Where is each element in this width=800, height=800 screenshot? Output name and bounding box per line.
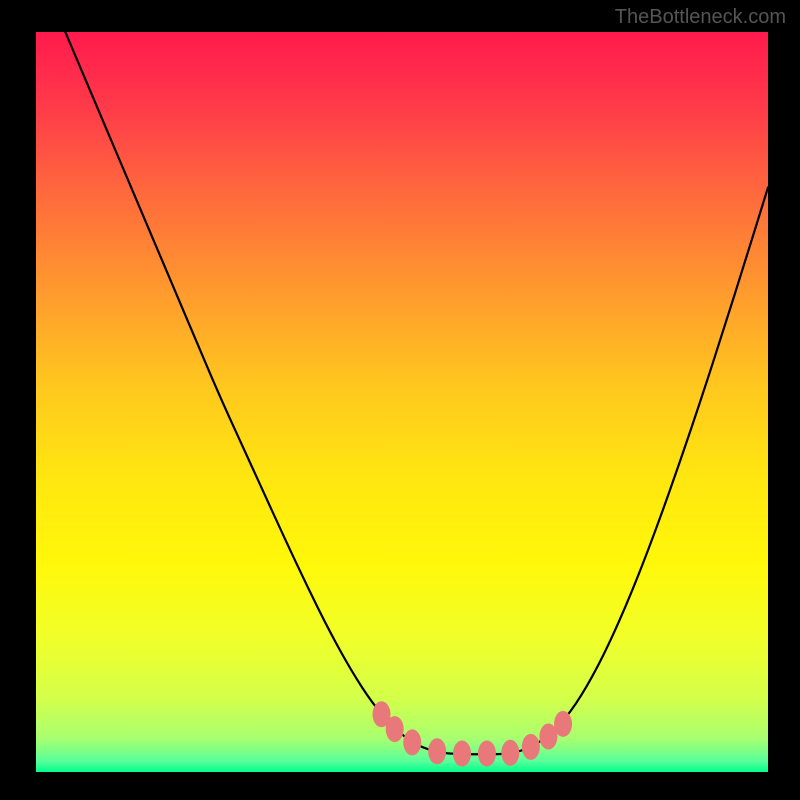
curve-marker xyxy=(386,716,404,742)
watermark-text: TheBottleneck.com xyxy=(615,6,786,29)
curve-marker xyxy=(501,740,519,766)
curve-marker xyxy=(522,734,540,760)
curve-marker xyxy=(554,711,572,737)
curve-marker xyxy=(453,741,471,767)
chart-plot-area xyxy=(36,32,768,772)
curve-marker xyxy=(428,738,446,764)
curve-marker xyxy=(478,741,496,767)
marker-group xyxy=(373,701,573,766)
bottleneck-curve-layer xyxy=(36,32,768,772)
bottleneck-curve xyxy=(65,32,768,754)
curve-marker xyxy=(403,729,421,755)
